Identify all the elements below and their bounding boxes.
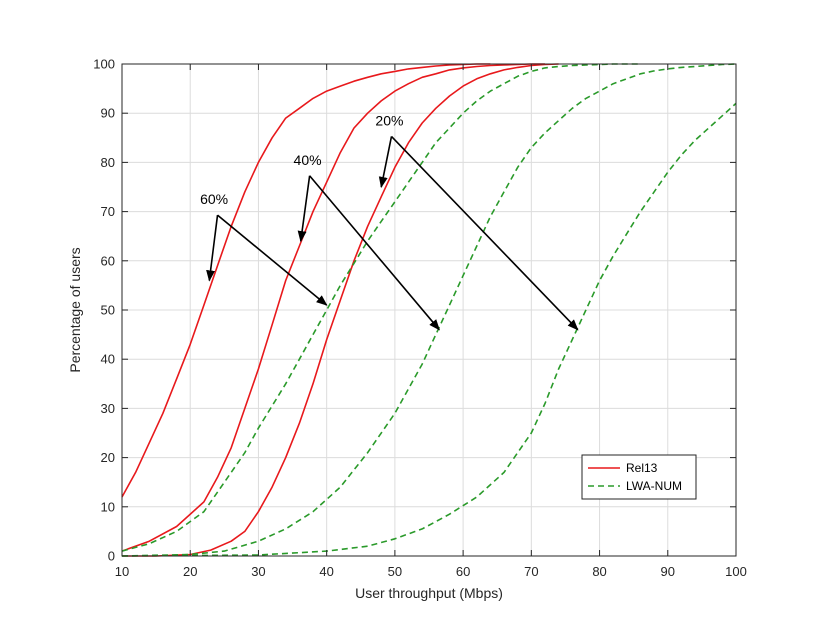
y-tick-label: 10 [101,499,115,514]
legend: Rel13 LWA-NUM [581,454,697,500]
x-tick-label: 100 [725,564,747,579]
series-line-rel13-60pct [121,63,491,498]
x-tick-label: 30 [251,564,265,579]
x-tick-label: 60 [456,564,470,579]
y-tick-label: 30 [101,401,115,416]
legend-label-rel13: Rel13 [626,461,658,475]
annotation-arrows: 60% 40% 20% [200,113,579,331]
legend-label-lwa-num: LWA-NUM [626,479,682,493]
series-line-rel13-40pct [121,63,545,552]
series-line-rel13-20pct [122,63,559,557]
x-tick-label: 50 [388,564,402,579]
y-axis-label: Percentage of users [67,247,83,372]
series-line-lwa-num-40pct [121,63,737,557]
y-tick-label: 0 [108,549,115,564]
axis-ticks: 10 20 30 40 50 60 70 80 90 1000102030405060708090… [93,57,747,580]
annotation-arrow [308,175,440,331]
annotation-arrow [217,214,328,306]
y-tick-label: 70 [101,204,115,219]
x-axis-label: User throughput (Mbps) [355,585,503,601]
y-tick-label: 60 [101,253,115,268]
annotation-arrow [206,215,219,282]
y-tick-label: 80 [101,155,115,170]
annotation-label-60pct: 60% [200,191,228,207]
x-tick-label: 80 [592,564,606,579]
series-line-lwa-num-60pct [121,63,641,552]
series-line-lwa-num-20pct [121,102,737,557]
annotation-arrow [390,135,579,331]
y-tick-label: 90 [101,106,115,121]
x-tick-label: 70 [524,564,538,579]
annotation-arrow [297,175,311,243]
series-lines [121,63,737,557]
annotation-arrow [378,136,393,189]
x-tick-label: 20 [183,564,197,579]
x-tick-label: 90 [661,564,675,579]
x-tick-label: 40 [319,564,333,579]
annotation-label-40pct: 40% [294,152,322,168]
y-tick-label: 20 [101,450,115,465]
y-tick-label: 100 [93,57,115,72]
y-tick-label: 50 [101,303,115,318]
x-tick-label: 10 [115,564,129,579]
legend-box [581,454,697,500]
y-tick-label: 40 [101,352,115,367]
annotation-label-20pct: 20% [375,113,403,129]
